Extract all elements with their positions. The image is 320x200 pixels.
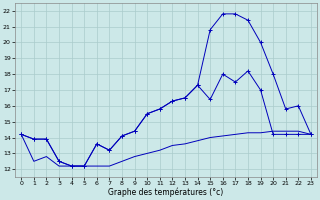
X-axis label: Graphe des températures (°c): Graphe des températures (°c) [108,188,224,197]
